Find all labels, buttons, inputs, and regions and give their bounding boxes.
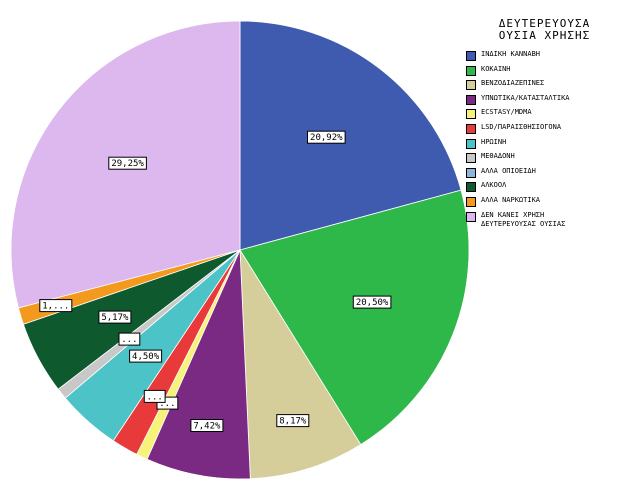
data-label-box-7 xyxy=(129,349,163,363)
data-label-7: 4,50% xyxy=(129,349,163,363)
legend-item-7: ΗΡΩΙΝΗ xyxy=(466,138,621,153)
legend-label-4: ΥΠΝΩΤΙΚΑ/ΚΑΤΑΣΤΑΛΤΙΚΑ xyxy=(481,93,570,102)
legend-title-line-1: ΔΕΥΤΕΡΕΥΟΥΣΑ xyxy=(498,17,591,30)
data-label-text-4: 7,42% xyxy=(193,422,221,432)
data-label-box-2 xyxy=(352,295,392,309)
data-label-text-10: 5,17% xyxy=(101,313,129,323)
legend-item-8: ΜΕΘΑΔΟΝΗ xyxy=(466,152,621,167)
legend-swatch-5 xyxy=(466,109,476,120)
legend-swatch-10 xyxy=(466,182,476,193)
data-label-6: ... xyxy=(143,389,166,403)
legend-item-2: ΚΟΚΑΙΝΗ xyxy=(466,65,621,80)
legend-label-9: ΑΛΛΑ ΟΠΙΟΕΙΔΗ xyxy=(481,166,536,175)
legend-swatch-9 xyxy=(466,167,476,178)
legend-item-4: ΥΠΝΩΤΙΚΑ/ΚΑΤΑΣΤΑΛΤΙΚΑ xyxy=(466,94,621,109)
legend-label-6: LSD/ΠΑΡΑΙΣΘΗΣΙΟΓΟΝΑ xyxy=(481,122,562,131)
data-label-box-11 xyxy=(39,299,73,313)
data-label-text-11: 1,... xyxy=(42,302,69,312)
data-label-text-12: 29,25% xyxy=(111,159,144,169)
legend-label-8: ΜΕΘΑΔΟΝΗ xyxy=(481,152,515,161)
data-label-box-4 xyxy=(190,419,224,432)
legend: ΔΕΥΤΕΡΕΥΟΥΣΑ ΟΥΣΙΑ ΧΡΗΣΗΣ ΙΝΔΙΚΗ ΚΑΝΝΑΒΗ… xyxy=(466,18,621,235)
legend-label-7: ΗΡΩΙΝΗ xyxy=(481,137,507,146)
legend-item-11: ΑΛΛΑ ΝΑΡΚΩΤΙΚΑ xyxy=(466,196,621,211)
data-label-12: 29,25% xyxy=(108,156,147,170)
legend-items: ΙΝΔΙΚΗ ΚΑΝΝΑΒΗ ΚΟΚΑΙΝΗ ΒΕΝΖΟΔΙΑΖΕΠΙΝΕΣ ΥΠΝΩ… xyxy=(466,50,621,235)
legend-label-1: ΙΝΔΙΚΗ ΚΑΝΝΑΒΗ xyxy=(481,50,541,58)
legend-label-12: ΔΕΝ ΚΑΝΕΙ ΧΡΗΣΗ ΔΕΥΤΕΡΕΥΟΥΣΑΣ ΟΥΣΙΑΣ xyxy=(481,210,566,228)
legend-swatch-7 xyxy=(466,138,476,149)
data-label-text-7: 4,50% xyxy=(132,352,160,362)
legend-item-6: LSD/ΠΑΡΑΙΣΘΗΣΙΟΓΟΝΑ xyxy=(466,123,621,138)
data-label-text-2: 20,50% xyxy=(356,298,389,308)
legend-label-10: ΑΛΚΟΟΛ xyxy=(481,181,507,190)
legend-swatch-11 xyxy=(466,196,476,207)
data-label-box-10 xyxy=(98,310,132,324)
legend-label-11: ΑΛΛΑ ΝΑΡΚΩΤΙΚΑ xyxy=(481,195,541,204)
legend-swatch-12 xyxy=(466,211,476,222)
data-label-text-1: 20,92% xyxy=(310,133,343,143)
data-label-box-12 xyxy=(108,156,147,170)
legend-swatch-1 xyxy=(466,51,476,61)
legend-title-line-2: ΟΥΣΙΑ ΧΡΗΣΗΣ xyxy=(498,29,591,42)
legend-item-3: ΒΕΝΖΟΔΙΑΖΕΠΙΝΕΣ xyxy=(466,79,621,94)
legend-item-12: ΔΕΝ ΚΑΝΕΙ ΧΡΗΣΗ ΔΕΥΤΕΡΕΥΟΥΣΑΣ ΟΥΣΙΑΣ xyxy=(466,211,621,235)
data-label-box-8 xyxy=(118,332,141,346)
pie-data-labels: 20,92% 20,50% 8,17% 7,42%...... 4,50%... 5,17… xyxy=(39,130,392,432)
legend-swatch-4 xyxy=(466,94,476,105)
legend-item-5: ECSTASY/MDMA xyxy=(466,108,621,123)
data-label-text-6: ... xyxy=(147,392,163,402)
data-label-2: 20,50% xyxy=(352,295,392,309)
legend-label-2: ΚΟΚΑΙΝΗ xyxy=(481,64,511,73)
legend-swatch-3 xyxy=(466,80,476,91)
data-label-text-3: 8,17% xyxy=(279,417,307,427)
legend-swatch-6 xyxy=(466,123,476,134)
legend-item-9: ΑΛΛΑ ΟΠΙΟΕΙΔΗ xyxy=(466,167,621,182)
data-label-3: 8,17% xyxy=(276,414,310,428)
data-label-box-3 xyxy=(276,414,310,428)
legend-swatch-2 xyxy=(466,65,476,76)
pie-outline xyxy=(10,20,470,480)
data-label-box-1 xyxy=(307,130,346,144)
data-label-10: 5,17% xyxy=(98,310,132,324)
data-label-8: ... xyxy=(118,332,141,346)
data-label-text-5: ... xyxy=(159,399,175,409)
pie-slices xyxy=(10,20,470,480)
data-label-box-6 xyxy=(143,389,166,403)
data-label-text-8: ... xyxy=(121,335,137,345)
data-label-11: 1,... xyxy=(39,299,73,313)
legend-title: ΔΕΥΤΕΡΕΥΟΥΣΑ ΟΥΣΙΑ ΧΡΗΣΗΣ xyxy=(468,18,621,42)
data-label-1: 20,92% xyxy=(307,130,346,144)
legend-label-5: ECSTASY/MDMA xyxy=(481,108,532,117)
legend-swatch-8 xyxy=(466,153,476,164)
data-label-4: 7,42% xyxy=(190,419,224,432)
legend-label-3: ΒΕΝΖΟΔΙΑΖΕΠΙΝΕΣ xyxy=(481,79,545,88)
legend-item-10: ΑΛΚΟΟΛ xyxy=(466,181,621,196)
legend-item-1: ΙΝΔΙΚΗ ΚΑΝΝΑΒΗ xyxy=(466,50,621,65)
